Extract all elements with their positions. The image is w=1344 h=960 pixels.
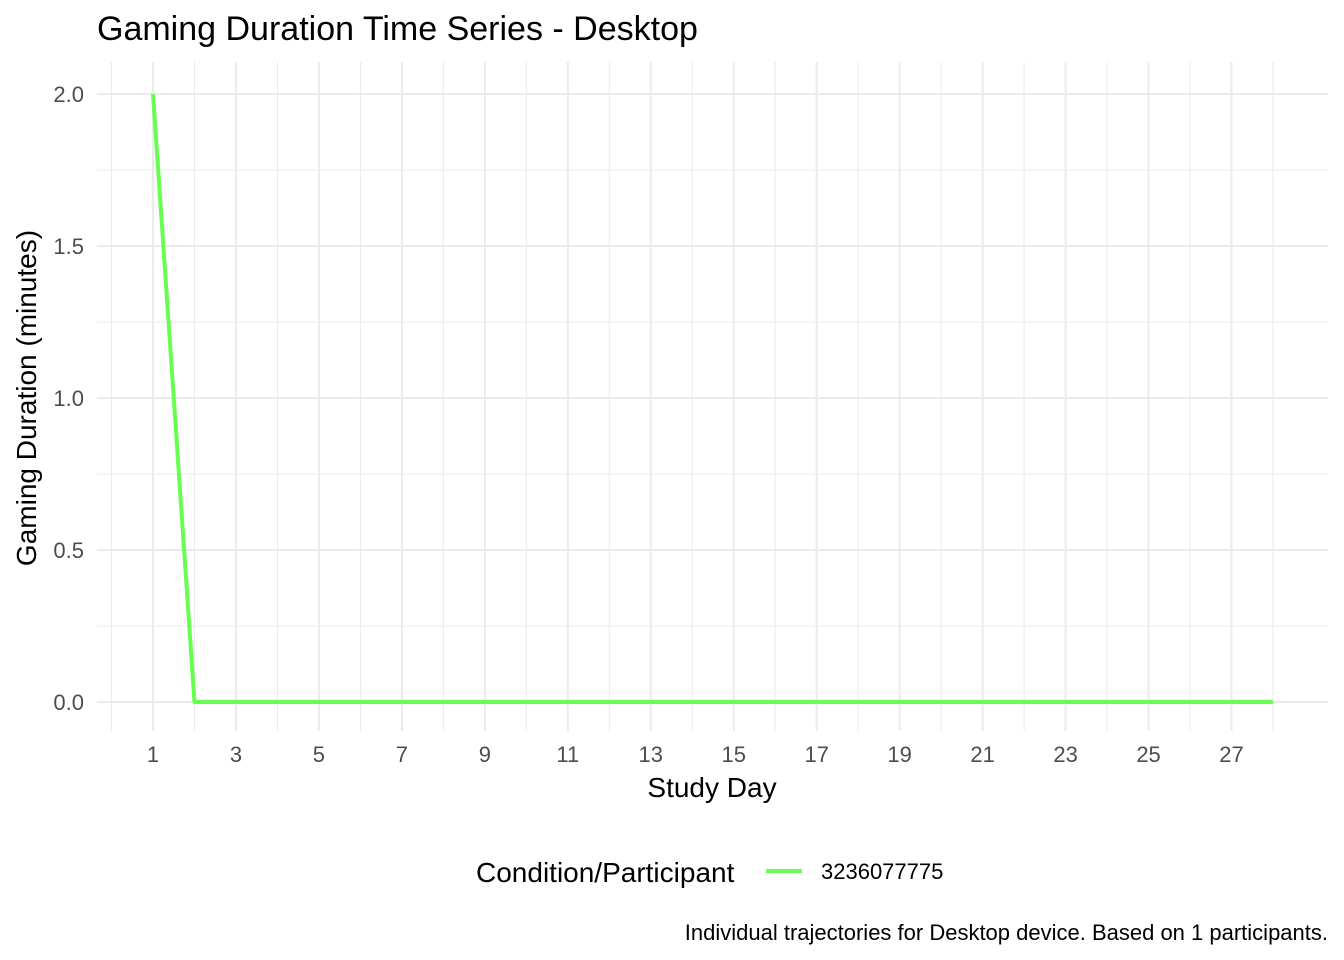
- x-tick-label: 17: [804, 742, 828, 767]
- chart-caption: Individual trajectories for Desktop devi…: [685, 920, 1328, 945]
- plot-panel: [97, 62, 1328, 731]
- series-line: [151, 93, 1273, 704]
- y-tick-label: 1.0: [53, 386, 84, 411]
- y-tick-label: 2.0: [53, 82, 84, 107]
- x-tick-label: 3: [230, 742, 242, 767]
- x-tick-label: 1: [147, 742, 159, 767]
- grid-major: [97, 62, 1328, 731]
- x-tick-label: 19: [887, 742, 911, 767]
- y-tick-label: 0.5: [53, 538, 84, 563]
- x-tick-label: 23: [1053, 742, 1077, 767]
- x-tick-label: 11: [556, 742, 579, 767]
- x-axis-ticks: 1 3 5 7 9 11 13 15 17 19 21 23 25 27: [147, 742, 1244, 767]
- legend-label: 3236077775: [821, 859, 943, 884]
- x-tick-label: 15: [721, 742, 745, 767]
- x-axis-title: Study Day: [647, 772, 776, 803]
- x-tick-label: 27: [1219, 742, 1243, 767]
- legend-title: Condition/Participant: [476, 857, 735, 888]
- y-axis-title: Gaming Duration (minutes): [11, 230, 42, 566]
- y-axis-ticks: 0.0 0.5 1.0 1.5 2.0: [53, 82, 84, 715]
- x-tick-label: 5: [313, 742, 325, 767]
- y-tick-label: 0.0: [53, 690, 84, 715]
- x-tick-label: 9: [479, 742, 491, 767]
- x-tick-label: 13: [639, 742, 663, 767]
- legend: Condition/Participant 3236077775: [476, 857, 943, 888]
- x-tick-label: 25: [1136, 742, 1160, 767]
- chart-title: Gaming Duration Time Series - Desktop: [97, 10, 698, 48]
- x-tick-label: 7: [396, 742, 408, 767]
- grid-minor: [97, 62, 1328, 731]
- y-tick-label: 1.5: [53, 234, 84, 259]
- x-tick-label: 21: [970, 742, 994, 767]
- series-layer: [151, 93, 1273, 704]
